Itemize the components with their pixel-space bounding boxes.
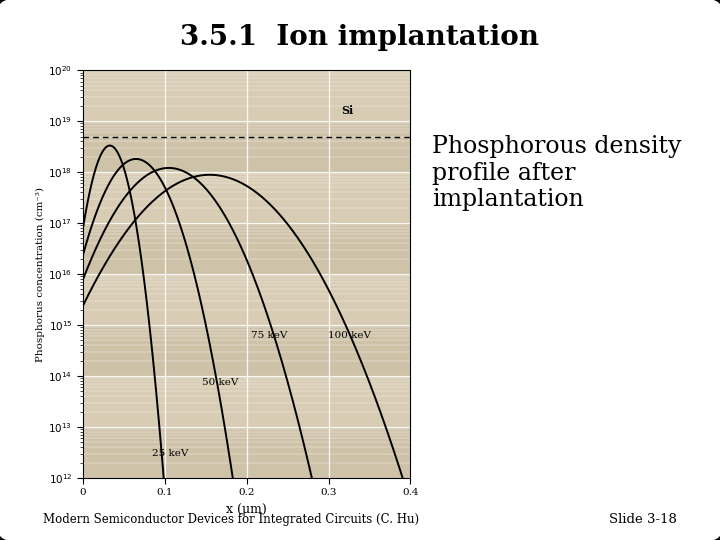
Bar bbox=[83, 427, 410, 478]
Bar bbox=[83, 223, 410, 274]
Text: Si: Si bbox=[341, 105, 353, 116]
Text: 75 keV: 75 keV bbox=[251, 332, 287, 340]
Text: 100 keV: 100 keV bbox=[328, 332, 372, 340]
Text: 50 keV: 50 keV bbox=[202, 379, 238, 387]
Text: Slide 3-18: Slide 3-18 bbox=[609, 513, 677, 526]
Text: 3.5.1  Ion implantation: 3.5.1 Ion implantation bbox=[181, 24, 539, 51]
Bar bbox=[83, 325, 410, 376]
Text: Phosphorous density
profile after
implantation: Phosphorous density profile after implan… bbox=[432, 135, 682, 211]
Bar bbox=[83, 121, 410, 172]
Text: Modern Semiconductor Devices for Integrated Circuits (C. Hu): Modern Semiconductor Devices for Integra… bbox=[43, 513, 419, 526]
X-axis label: x (μm): x (μm) bbox=[226, 503, 267, 516]
Text: 25 keV: 25 keV bbox=[153, 449, 189, 457]
Y-axis label: Phosphorus concentration (cm⁻³): Phosphorus concentration (cm⁻³) bbox=[37, 186, 45, 362]
